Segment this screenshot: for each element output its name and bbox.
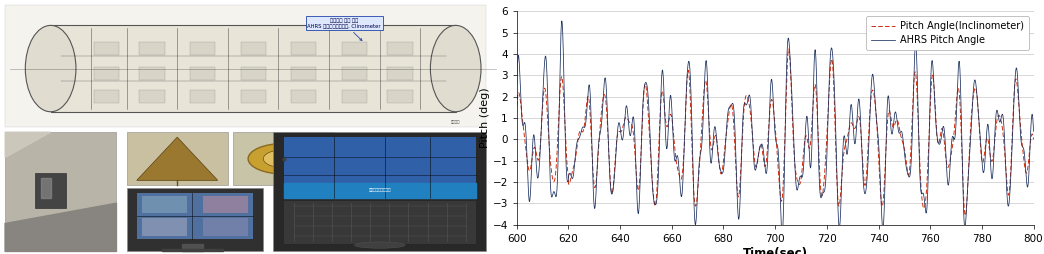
- FancyBboxPatch shape: [50, 25, 455, 112]
- FancyBboxPatch shape: [240, 42, 266, 55]
- AHRS Pitch Angle: [511, 84, 523, 87]
- Polygon shape: [183, 244, 203, 251]
- AHRS Pitch Angle: [555, 20, 568, 23]
- AHRS Pitch Angle: [1027, 130, 1040, 133]
- FancyBboxPatch shape: [341, 42, 367, 55]
- FancyBboxPatch shape: [5, 132, 117, 251]
- Text: 선체운동계측시스템: 선체운동계측시스템: [369, 188, 392, 193]
- Pitch Angle(Inclinometer): [511, 104, 523, 107]
- FancyBboxPatch shape: [274, 132, 487, 251]
- AHRS Pitch Angle: [986, 177, 998, 180]
- Polygon shape: [284, 183, 476, 198]
- FancyBboxPatch shape: [190, 42, 215, 55]
- FancyBboxPatch shape: [137, 193, 253, 239]
- FancyBboxPatch shape: [240, 67, 266, 80]
- X-axis label: Time(sec): Time(sec): [742, 247, 808, 254]
- Y-axis label: Pitch (deg): Pitch (deg): [479, 88, 490, 148]
- Pitch Angle(Inclinometer): [1027, 138, 1040, 141]
- Polygon shape: [162, 249, 222, 251]
- FancyBboxPatch shape: [35, 173, 66, 208]
- FancyBboxPatch shape: [284, 201, 476, 244]
- AHRS Pitch Angle: [732, 214, 744, 217]
- Polygon shape: [137, 137, 218, 180]
- Ellipse shape: [25, 25, 76, 112]
- FancyBboxPatch shape: [284, 137, 476, 198]
- FancyBboxPatch shape: [341, 67, 367, 80]
- FancyBboxPatch shape: [94, 42, 119, 55]
- Polygon shape: [5, 132, 50, 157]
- FancyBboxPatch shape: [139, 90, 165, 103]
- AHRS Pitch Angle: [776, 232, 788, 235]
- FancyBboxPatch shape: [291, 67, 316, 80]
- Line: AHRS Pitch Angle: AHRS Pitch Angle: [517, 21, 1034, 233]
- Line: Pitch Angle(Inclinometer): Pitch Angle(Inclinometer): [517, 49, 1034, 216]
- AHRS Pitch Angle: [1012, 81, 1024, 84]
- FancyBboxPatch shape: [126, 188, 263, 251]
- FancyBboxPatch shape: [190, 90, 215, 103]
- Pitch Angle(Inclinometer): [728, 126, 740, 129]
- FancyBboxPatch shape: [126, 132, 228, 185]
- Pitch Angle(Inclinometer): [986, 159, 998, 162]
- AHRS Pitch Angle: [886, 131, 899, 134]
- FancyBboxPatch shape: [139, 42, 165, 55]
- FancyBboxPatch shape: [387, 90, 412, 103]
- Pitch Angle(Inclinometer): [782, 47, 794, 51]
- Polygon shape: [5, 203, 117, 251]
- FancyBboxPatch shape: [387, 67, 412, 80]
- Pitch Angle(Inclinometer): [959, 214, 972, 217]
- AHRS Pitch Angle: [756, 144, 768, 147]
- FancyBboxPatch shape: [94, 90, 119, 103]
- FancyBboxPatch shape: [387, 42, 412, 55]
- Pitch Angle(Inclinometer): [732, 195, 744, 198]
- FancyBboxPatch shape: [190, 67, 215, 80]
- FancyBboxPatch shape: [142, 218, 187, 236]
- FancyBboxPatch shape: [291, 42, 316, 55]
- FancyBboxPatch shape: [291, 90, 316, 103]
- FancyBboxPatch shape: [5, 5, 487, 127]
- Ellipse shape: [263, 150, 304, 168]
- Ellipse shape: [354, 242, 405, 248]
- FancyBboxPatch shape: [142, 196, 187, 213]
- FancyBboxPatch shape: [94, 67, 119, 80]
- FancyBboxPatch shape: [203, 218, 248, 236]
- Pitch Angle(Inclinometer): [886, 124, 899, 127]
- Polygon shape: [41, 178, 50, 198]
- Pitch Angle(Inclinometer): [756, 149, 768, 152]
- FancyBboxPatch shape: [233, 132, 334, 185]
- AHRS Pitch Angle: [728, 110, 740, 113]
- FancyBboxPatch shape: [203, 196, 248, 213]
- FancyBboxPatch shape: [139, 67, 165, 80]
- Ellipse shape: [248, 144, 319, 174]
- FancyBboxPatch shape: [341, 90, 367, 103]
- Pitch Angle(Inclinometer): [1012, 92, 1024, 95]
- Legend: Pitch Angle(Inclinometer), AHRS Pitch Angle: Pitch Angle(Inclinometer), AHRS Pitch An…: [865, 16, 1028, 50]
- Ellipse shape: [430, 25, 481, 112]
- Text: 빈하우스: 빈하우스: [451, 120, 460, 124]
- FancyBboxPatch shape: [240, 90, 266, 103]
- Text: 실험장치 설치 위치
AHRS 선체운동계측센서, Clinometer: 실험장치 설치 위치 AHRS 선체운동계측센서, Clinometer: [308, 18, 381, 41]
